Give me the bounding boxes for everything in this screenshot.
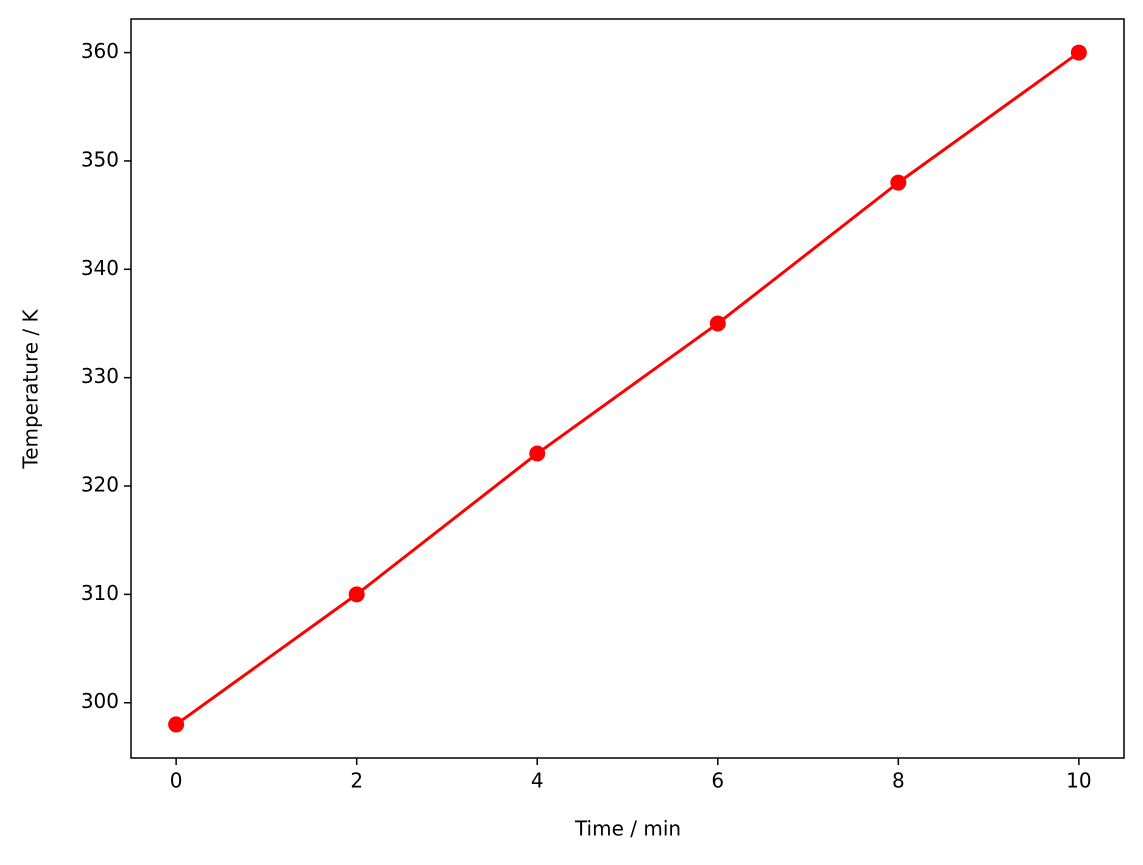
plot-frame <box>130 18 1125 759</box>
y-tick-label: 360 <box>81 39 119 63</box>
data-point <box>709 315 726 332</box>
x-tick-label: 6 <box>711 769 724 793</box>
x-tick-label: 2 <box>350 769 363 793</box>
x-tick-label: 8 <box>892 769 905 793</box>
x-tick-label: 0 <box>170 769 183 793</box>
x-axis-label: Time / min <box>574 817 681 841</box>
x-tick-label: 10 <box>1066 769 1091 793</box>
y-tick-label: 330 <box>81 364 119 388</box>
data-point <box>529 445 546 462</box>
y-axis-label: Temperature / K <box>19 308 43 469</box>
data-line <box>175 51 1080 726</box>
y-tick-label: 310 <box>81 581 119 605</box>
data-point <box>1070 44 1087 61</box>
x-tick-label: 4 <box>531 769 544 793</box>
y-tick-label: 320 <box>81 473 119 497</box>
data-point <box>890 174 907 191</box>
y-tick-label: 340 <box>81 256 119 280</box>
data-point <box>348 586 365 603</box>
y-tick-label: 300 <box>81 689 119 713</box>
data-point <box>168 716 185 733</box>
y-tick-label: 350 <box>81 147 119 171</box>
